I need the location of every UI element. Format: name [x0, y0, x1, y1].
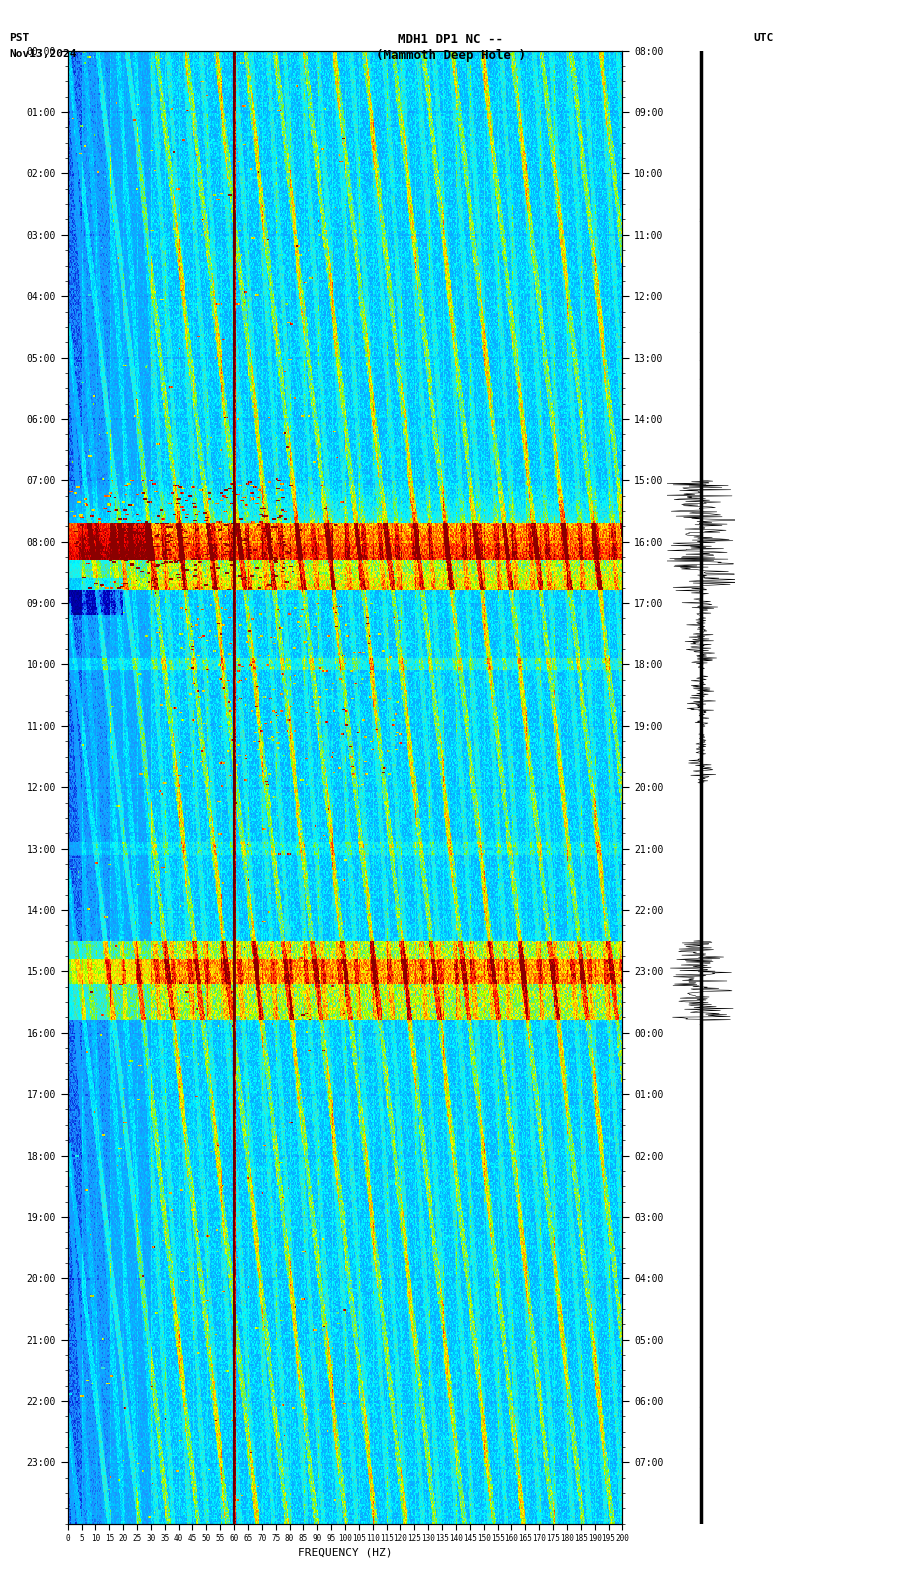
Text: MDH1 DP1 NC --: MDH1 DP1 NC --: [399, 33, 503, 46]
Text: Nov13,2024: Nov13,2024: [9, 49, 77, 59]
Text: PST: PST: [9, 33, 29, 43]
Text: UTC: UTC: [753, 33, 773, 43]
X-axis label: FREQUENCY (HZ): FREQUENCY (HZ): [298, 1548, 392, 1557]
Text: (Mammoth Deep Hole ): (Mammoth Deep Hole ): [376, 49, 526, 62]
